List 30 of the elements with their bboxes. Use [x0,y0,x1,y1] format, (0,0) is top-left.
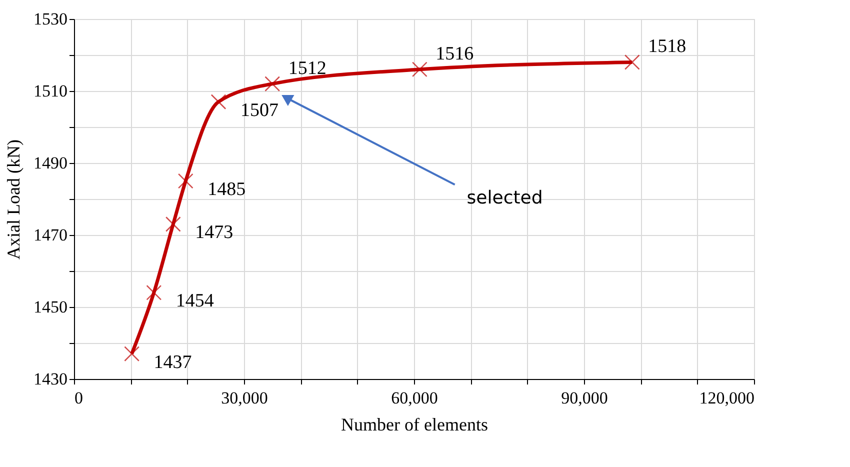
point [178,173,194,189]
point [146,284,162,300]
data-label: 1437 [154,352,192,373]
y-tick-label: 1510 [34,82,68,100]
x-tick-label: 0 [74,388,83,408]
point [624,54,640,70]
data-label: 1473 [195,222,234,244]
y-tick-label: 1530 [34,10,68,28]
y-tick-label: 1450 [34,298,68,316]
y-axis-title: Axial Load (kN) [4,140,24,260]
point [165,216,181,232]
x-tick-label: 120,000 [699,388,754,408]
point [412,62,428,78]
data-label: 1485 [208,179,246,200]
point [124,346,140,362]
point [210,94,226,110]
data-label: 1454 [176,290,214,312]
x-tick-label: 30,000 [221,388,268,408]
annotation: selected [466,188,543,209]
data-label: 1518 [648,36,686,58]
data-label: 1507 [240,100,278,121]
y-tick-label: 1470 [34,226,68,244]
x-tick-label: 90,000 [561,388,608,408]
y-tick-label: 1490 [34,154,68,172]
point [264,76,280,92]
x-tick-label: 60,000 [391,388,438,408]
x-axis-title: Number of elements [341,414,488,434]
data-label: 1512 [288,58,326,79]
data-label: 1516 [436,43,474,64]
y-tick-label: 1430 [34,370,68,388]
